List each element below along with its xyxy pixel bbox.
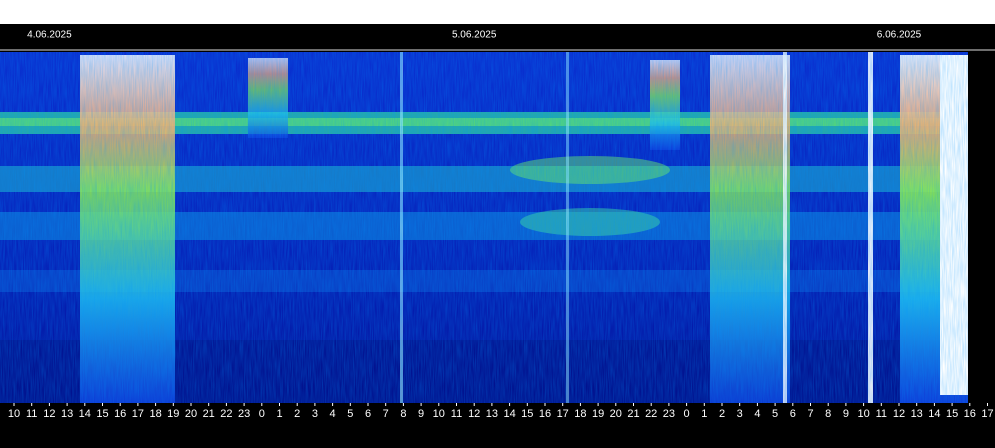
hour-label: 10 xyxy=(8,408,20,420)
hour-label: 11 xyxy=(876,408,887,420)
hour-label: 17 xyxy=(557,408,569,420)
hour-label: 10 xyxy=(433,408,445,420)
hour-label: 4 xyxy=(330,408,336,420)
hour-label: 23 xyxy=(663,408,675,420)
hour-label: 23 xyxy=(238,408,250,420)
hour-label: 9 xyxy=(418,408,424,420)
hour-label: 5 xyxy=(772,408,778,420)
hour-label: 12 xyxy=(43,408,55,420)
hour-label: 7 xyxy=(807,408,813,420)
hour-label: 13 xyxy=(486,408,498,420)
hour-label: 3 xyxy=(737,408,743,420)
hour-label: 1 xyxy=(276,408,282,420)
hour-label: 4 xyxy=(754,408,760,420)
hour-label: 8 xyxy=(400,408,406,420)
hour-label: 2 xyxy=(719,408,725,420)
hour-label: 20 xyxy=(610,408,622,420)
hour-label: 8 xyxy=(825,408,831,420)
hour-label: 6 xyxy=(790,408,796,420)
hour-label: 14 xyxy=(503,408,515,420)
hour-label: 10 xyxy=(857,408,869,420)
hour-label: 2 xyxy=(294,408,300,420)
hour-label: 7 xyxy=(383,408,389,420)
hour-label: 5 xyxy=(347,408,353,420)
hour-label: 11 xyxy=(26,408,37,420)
hour-label: 21 xyxy=(627,408,639,420)
hour-label: 12 xyxy=(468,408,480,420)
hour-label: 13 xyxy=(61,408,73,420)
hour-label: 11 xyxy=(451,408,462,420)
date-label: 5.06.2025 xyxy=(452,30,497,41)
date-label: 4.06.2025 xyxy=(27,30,72,41)
date-label: 6.06.2025 xyxy=(877,30,922,41)
hour-label: 17 xyxy=(132,408,144,420)
hour-label: 14 xyxy=(79,408,91,420)
hour-label: 16 xyxy=(964,408,976,420)
hour-label: 0 xyxy=(684,408,690,420)
hour-label: 18 xyxy=(574,408,586,420)
spectrogram-image xyxy=(0,52,968,403)
hour-label: 17 xyxy=(981,408,993,420)
hour-label: 21 xyxy=(203,408,215,420)
hour-label: 22 xyxy=(645,408,657,420)
hour-label: 19 xyxy=(592,408,604,420)
hour-label: 1 xyxy=(701,408,707,420)
hour-label: 15 xyxy=(96,408,108,420)
hour-label: 15 xyxy=(521,408,533,420)
hour-label: 16 xyxy=(114,408,126,420)
hour-label: 13 xyxy=(911,408,923,420)
hour-label: 15 xyxy=(946,408,958,420)
hour-label: 6 xyxy=(365,408,371,420)
hour-label: 16 xyxy=(539,408,551,420)
hour-label: 19 xyxy=(167,408,179,420)
hour-label: 0 xyxy=(259,408,265,420)
hour-label: 20 xyxy=(185,408,197,420)
hour-label: 22 xyxy=(220,408,232,420)
hour-label: 3 xyxy=(312,408,318,420)
hour-label: 9 xyxy=(843,408,849,420)
hour-label: 14 xyxy=(928,408,940,420)
hour-label: 18 xyxy=(149,408,161,420)
hour-label: 12 xyxy=(893,408,905,420)
